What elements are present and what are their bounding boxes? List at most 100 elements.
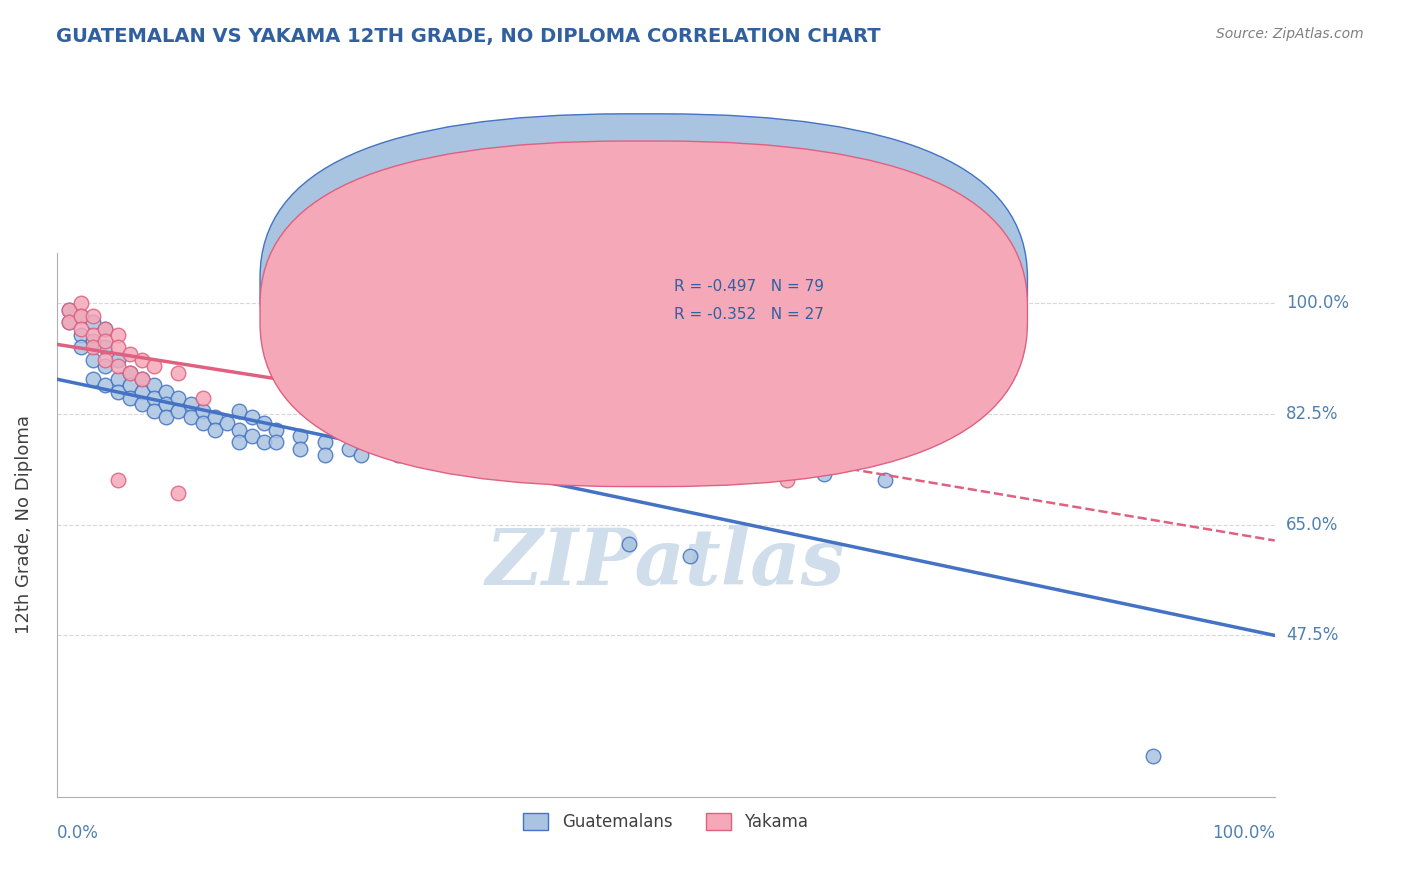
Point: [107, 474, 129, 488]
Point: [107, 384, 129, 399]
Text: Source: ZipAtlas.com: Source: ZipAtlas.com: [1216, 27, 1364, 41]
Point: [131, 397, 153, 411]
Point: [374, 435, 396, 450]
Point: [131, 372, 153, 386]
Point: [290, 442, 312, 456]
Point: [471, 442, 494, 456]
Point: [107, 341, 129, 355]
Point: [167, 404, 190, 418]
Point: [337, 442, 360, 456]
Point: [58, 302, 80, 317]
Point: [70, 309, 93, 323]
Point: [508, 397, 530, 411]
Point: [167, 486, 190, 500]
Point: [107, 327, 129, 342]
Point: [70, 321, 93, 335]
Point: [264, 435, 287, 450]
Point: [557, 454, 579, 468]
Point: [387, 435, 409, 450]
Point: [82, 372, 104, 386]
Point: [82, 353, 104, 368]
Point: [253, 417, 276, 431]
Point: [264, 423, 287, 437]
Point: [837, 454, 859, 468]
FancyBboxPatch shape: [260, 114, 1028, 459]
Point: [180, 397, 202, 411]
Point: [411, 448, 433, 462]
Point: [94, 359, 117, 374]
Point: [82, 334, 104, 348]
Point: [581, 448, 603, 462]
Point: [191, 417, 214, 431]
Point: [387, 448, 409, 462]
Text: 47.5%: 47.5%: [1286, 626, 1339, 644]
Point: [143, 391, 166, 405]
Point: [94, 334, 117, 348]
Point: [434, 442, 457, 456]
Point: [471, 442, 494, 456]
Point: [143, 404, 166, 418]
Point: [143, 378, 166, 392]
Point: [58, 302, 80, 317]
Point: [94, 321, 117, 335]
Point: [873, 474, 896, 488]
Point: [107, 359, 129, 374]
Text: R = -0.497   N = 79: R = -0.497 N = 79: [675, 279, 824, 294]
Point: [350, 448, 373, 462]
Point: [654, 315, 676, 329]
Legend: Guatemalans, Yakama: Guatemalans, Yakama: [516, 805, 814, 838]
Text: 0.0%: 0.0%: [56, 824, 98, 842]
Point: [191, 404, 214, 418]
Point: [606, 448, 628, 462]
Point: [533, 442, 555, 456]
Point: [217, 417, 239, 431]
Text: 100.0%: 100.0%: [1286, 294, 1348, 312]
Point: [118, 391, 141, 405]
Point: [679, 549, 702, 564]
Point: [654, 410, 676, 425]
Point: [94, 341, 117, 355]
Text: R = -0.352   N = 27: R = -0.352 N = 27: [675, 307, 824, 322]
Point: [94, 378, 117, 392]
Point: [240, 410, 263, 425]
Point: [228, 435, 250, 450]
Point: [70, 296, 93, 310]
Point: [118, 366, 141, 380]
FancyBboxPatch shape: [260, 141, 1028, 486]
Point: [70, 309, 93, 323]
Y-axis label: 12th Grade, No Diploma: 12th Grade, No Diploma: [15, 415, 32, 634]
Point: [107, 353, 129, 368]
Text: 82.5%: 82.5%: [1286, 405, 1339, 423]
Point: [167, 391, 190, 405]
Point: [776, 442, 799, 456]
Point: [58, 315, 80, 329]
Point: [131, 353, 153, 368]
Point: [411, 429, 433, 443]
Point: [70, 341, 93, 355]
Point: [447, 454, 470, 468]
Point: [131, 372, 153, 386]
Point: [94, 321, 117, 335]
Point: [496, 448, 519, 462]
Point: [508, 454, 530, 468]
Text: 100.0%: 100.0%: [1212, 824, 1275, 842]
Point: [204, 410, 226, 425]
Point: [143, 359, 166, 374]
Point: [569, 404, 592, 418]
Point: [240, 429, 263, 443]
Point: [70, 327, 93, 342]
Point: [204, 423, 226, 437]
Point: [118, 347, 141, 361]
Point: [716, 467, 738, 481]
Text: GUATEMALAN VS YAKAMA 12TH GRADE, NO DIPLOMA CORRELATION CHART: GUATEMALAN VS YAKAMA 12TH GRADE, NO DIPL…: [56, 27, 882, 45]
Point: [131, 384, 153, 399]
Point: [82, 309, 104, 323]
FancyBboxPatch shape: [610, 272, 952, 343]
Text: 65.0%: 65.0%: [1286, 516, 1339, 533]
Point: [690, 334, 713, 348]
Point: [350, 429, 373, 443]
Point: [716, 423, 738, 437]
Point: [82, 315, 104, 329]
Point: [82, 341, 104, 355]
Point: [314, 435, 336, 450]
